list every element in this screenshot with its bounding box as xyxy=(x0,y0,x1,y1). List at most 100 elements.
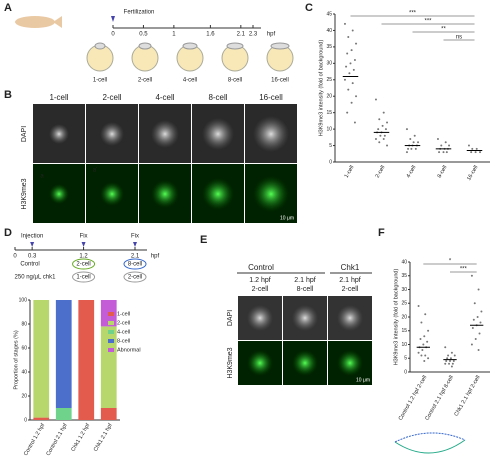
nucleus xyxy=(202,118,234,150)
point xyxy=(353,59,356,62)
point xyxy=(405,151,408,154)
nucleus xyxy=(292,350,318,376)
blastomere xyxy=(226,42,244,50)
x-tick-label: 2-cell xyxy=(375,165,387,179)
label: Control xyxy=(20,262,39,268)
sig-label: *** xyxy=(409,11,417,17)
nucleus xyxy=(292,305,318,331)
event-label: Injection xyxy=(21,234,43,240)
y-tick-label: 0 xyxy=(404,369,407,375)
point xyxy=(478,332,481,335)
point xyxy=(445,151,448,154)
point xyxy=(343,22,346,25)
panel-label: A xyxy=(4,2,12,14)
y-tick-label: 15 xyxy=(401,328,407,334)
bar xyxy=(33,417,50,420)
point xyxy=(348,72,351,75)
point xyxy=(410,147,413,150)
y-tick-label: 5 xyxy=(404,356,407,362)
tick-label: 0.5 xyxy=(139,32,148,38)
x-tick-label: 16-cell xyxy=(466,165,479,182)
legend-label: 8-cell xyxy=(117,338,130,344)
annotation: a' xyxy=(93,168,97,174)
label: Control xyxy=(248,263,274,272)
column-label: 16-cell xyxy=(259,93,283,102)
point xyxy=(427,357,430,360)
point xyxy=(420,354,423,357)
point xyxy=(405,128,408,131)
point xyxy=(386,144,389,147)
point xyxy=(417,305,420,307)
y-tick-label: 10 xyxy=(401,342,407,348)
blastomere xyxy=(94,42,106,50)
point xyxy=(444,141,447,144)
point xyxy=(445,360,448,362)
event-label: Fix xyxy=(131,234,139,240)
bar xyxy=(100,326,117,408)
point xyxy=(345,65,348,68)
y-tick-label: 60 xyxy=(21,345,27,351)
y-tick-label: 45 xyxy=(326,11,332,17)
panel-label: C xyxy=(305,2,313,14)
nucleus xyxy=(202,178,234,210)
point xyxy=(450,351,453,354)
y-tick-label: 30 xyxy=(401,287,407,293)
nucleus xyxy=(100,122,124,146)
label: 1-cell xyxy=(76,275,90,281)
event-label: Fertilization xyxy=(124,10,155,16)
label: 2-cell xyxy=(76,262,90,268)
stage-oval xyxy=(123,258,147,270)
nucleus xyxy=(247,305,273,331)
arrow xyxy=(394,432,466,443)
point xyxy=(412,141,415,144)
point xyxy=(453,354,456,357)
point xyxy=(471,327,474,329)
point xyxy=(426,340,429,343)
y-tick-label: 10 xyxy=(326,126,332,132)
blastomere xyxy=(138,42,152,50)
stage-label: 4-cell xyxy=(183,78,197,84)
legend-swatch xyxy=(108,312,114,316)
stage-oval xyxy=(72,271,96,283)
point xyxy=(409,137,412,140)
point xyxy=(374,98,377,101)
column-label: 2-cell xyxy=(102,93,121,102)
bar xyxy=(55,408,72,420)
point xyxy=(407,147,410,150)
sig-label: *** xyxy=(460,267,468,273)
point xyxy=(353,121,356,124)
nucleus xyxy=(253,116,289,152)
point xyxy=(379,134,382,137)
tick-label: 1.6 xyxy=(206,32,215,38)
point xyxy=(386,121,389,124)
point xyxy=(473,302,476,305)
blastomere xyxy=(182,42,198,50)
y-tick-label: 0 xyxy=(329,159,332,165)
point xyxy=(477,288,480,291)
y-tick-label: 20 xyxy=(401,314,407,320)
label: 2-cell xyxy=(128,275,142,281)
fish xyxy=(15,16,55,28)
tick-label: 0.3 xyxy=(28,254,37,260)
x-tick-label: 1-cell xyxy=(344,165,356,179)
stage-label: 8-cell xyxy=(228,78,242,84)
point xyxy=(448,144,451,147)
point xyxy=(424,354,427,357)
y-tick-label: 40 xyxy=(326,28,332,34)
column-label: 1-cell xyxy=(49,93,68,102)
column-label: 8-cell xyxy=(208,93,227,102)
x-tick-label: Control 1.2 hpf 2-cell xyxy=(398,375,429,422)
label: H3K9me3 xyxy=(21,178,28,209)
point xyxy=(384,128,387,131)
point xyxy=(350,101,353,104)
point xyxy=(378,118,381,121)
tick-label: 1.2 xyxy=(79,254,88,260)
point xyxy=(470,343,473,346)
point xyxy=(444,346,447,349)
point xyxy=(446,357,449,360)
tick-label: 2.1 xyxy=(131,254,140,260)
bar xyxy=(55,300,72,408)
point xyxy=(421,349,424,351)
nucleus xyxy=(49,184,69,204)
point xyxy=(427,329,430,332)
